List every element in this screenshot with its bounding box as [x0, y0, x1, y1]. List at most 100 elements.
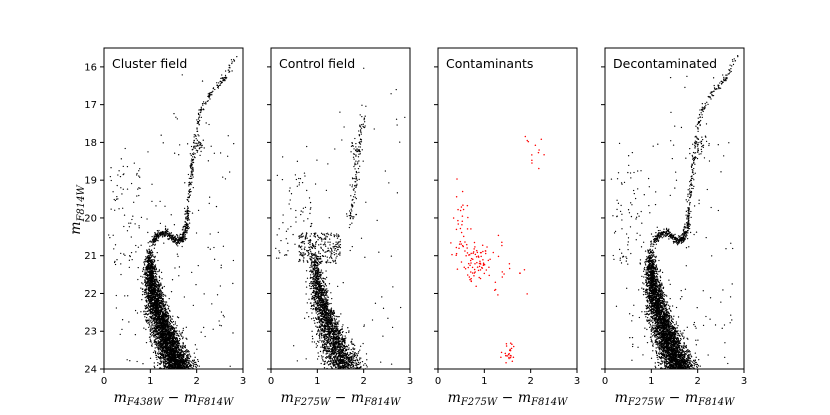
- data-point: [190, 183, 192, 185]
- data-point: [152, 325, 154, 327]
- data-point: [117, 198, 119, 200]
- data-point: [165, 343, 167, 345]
- data-point: [185, 360, 187, 363]
- data-point: [221, 77, 223, 79]
- data-point: [191, 153, 194, 155]
- data-point: [182, 336, 184, 338]
- y-tick-label: 21: [84, 251, 97, 262]
- data-point: [146, 278, 149, 281]
- data-point: [188, 359, 190, 362]
- data-point: [169, 315, 172, 317]
- data-point: [157, 344, 159, 346]
- data-point: [177, 317, 180, 319]
- data-point: [147, 294, 149, 296]
- data-point: [174, 267, 176, 269]
- data-point: [186, 231, 188, 234]
- data-point: [172, 235, 174, 237]
- data-point: [163, 314, 165, 316]
- data-point: [154, 335, 157, 337]
- data-point: [161, 303, 164, 305]
- data-point: [181, 235, 184, 237]
- data-point: [148, 319, 150, 322]
- data-point: [147, 282, 149, 284]
- data-point: [150, 327, 152, 329]
- data-point: [193, 352, 195, 354]
- data-point: [157, 362, 159, 364]
- data-point: [189, 363, 192, 366]
- data-point: [168, 316, 170, 318]
- data-point: [160, 330, 163, 333]
- data-point: [182, 354, 184, 357]
- data-point: [151, 279, 153, 281]
- data-point: [158, 234, 160, 236]
- data-point: [150, 256, 153, 258]
- data-point: [167, 329, 170, 331]
- data-point: [138, 175, 140, 177]
- data-point: [166, 341, 168, 343]
- data-point: [159, 222, 162, 225]
- data-point: [153, 292, 155, 294]
- data-point: [146, 268, 148, 270]
- data-point: [199, 154, 201, 157]
- data-point: [174, 352, 176, 354]
- data-point: [145, 276, 148, 279]
- data-point: [156, 291, 158, 293]
- data-point: [168, 342, 170, 344]
- data-point: [195, 284, 197, 286]
- data-point: [145, 312, 147, 314]
- data-point: [162, 295, 164, 297]
- data-point: [192, 304, 194, 307]
- data-point: [337, 316, 339, 318]
- data-point: [164, 349, 166, 351]
- data-point: [135, 251, 137, 253]
- data-point: [166, 332, 168, 334]
- x-tick-label: 2: [193, 376, 199, 387]
- data-point: [154, 297, 156, 300]
- data-point: [142, 283, 144, 285]
- data-point: [188, 177, 190, 180]
- data-point: [183, 207, 186, 209]
- data-point: [148, 296, 151, 298]
- data-point: [160, 361, 162, 364]
- data-point: [166, 347, 168, 350]
- data-point: [163, 366, 166, 368]
- data-point: [154, 333, 156, 335]
- data-point: [162, 339, 164, 341]
- data-point: [175, 116, 177, 118]
- data-point: [179, 365, 181, 368]
- data-point: [171, 347, 174, 350]
- data-point: [158, 335, 160, 338]
- data-point: [132, 215, 134, 217]
- data-point: [154, 243, 156, 245]
- data-point: [161, 316, 163, 319]
- data-point: [173, 324, 175, 326]
- data-point: [150, 341, 152, 343]
- data-point: [177, 245, 179, 247]
- data-point: [152, 272, 155, 275]
- data-point: [145, 261, 147, 263]
- data-point: [174, 362, 177, 364]
- data-point: [191, 167, 193, 169]
- data-point: [164, 205, 166, 207]
- data-point: [128, 226, 131, 228]
- data-point: [161, 348, 164, 351]
- data-point: [156, 230, 159, 232]
- data-point: [217, 231, 219, 234]
- data-point: [149, 250, 151, 252]
- data-point: [360, 357, 362, 359]
- data-point: [176, 347, 178, 349]
- data-point: [151, 299, 154, 301]
- data-point: [160, 309, 162, 312]
- data-point: [177, 356, 179, 359]
- data-point: [196, 150, 199, 152]
- data-point: [143, 261, 145, 263]
- data-point: [152, 251, 154, 254]
- data-point: [159, 331, 162, 333]
- data-point: [173, 336, 176, 339]
- data-point: [337, 325, 339, 328]
- data-point: [173, 362, 176, 364]
- data-point: [158, 315, 161, 317]
- data-point: [114, 199, 117, 202]
- data-point: [159, 316, 161, 318]
- data-point: [167, 233, 169, 236]
